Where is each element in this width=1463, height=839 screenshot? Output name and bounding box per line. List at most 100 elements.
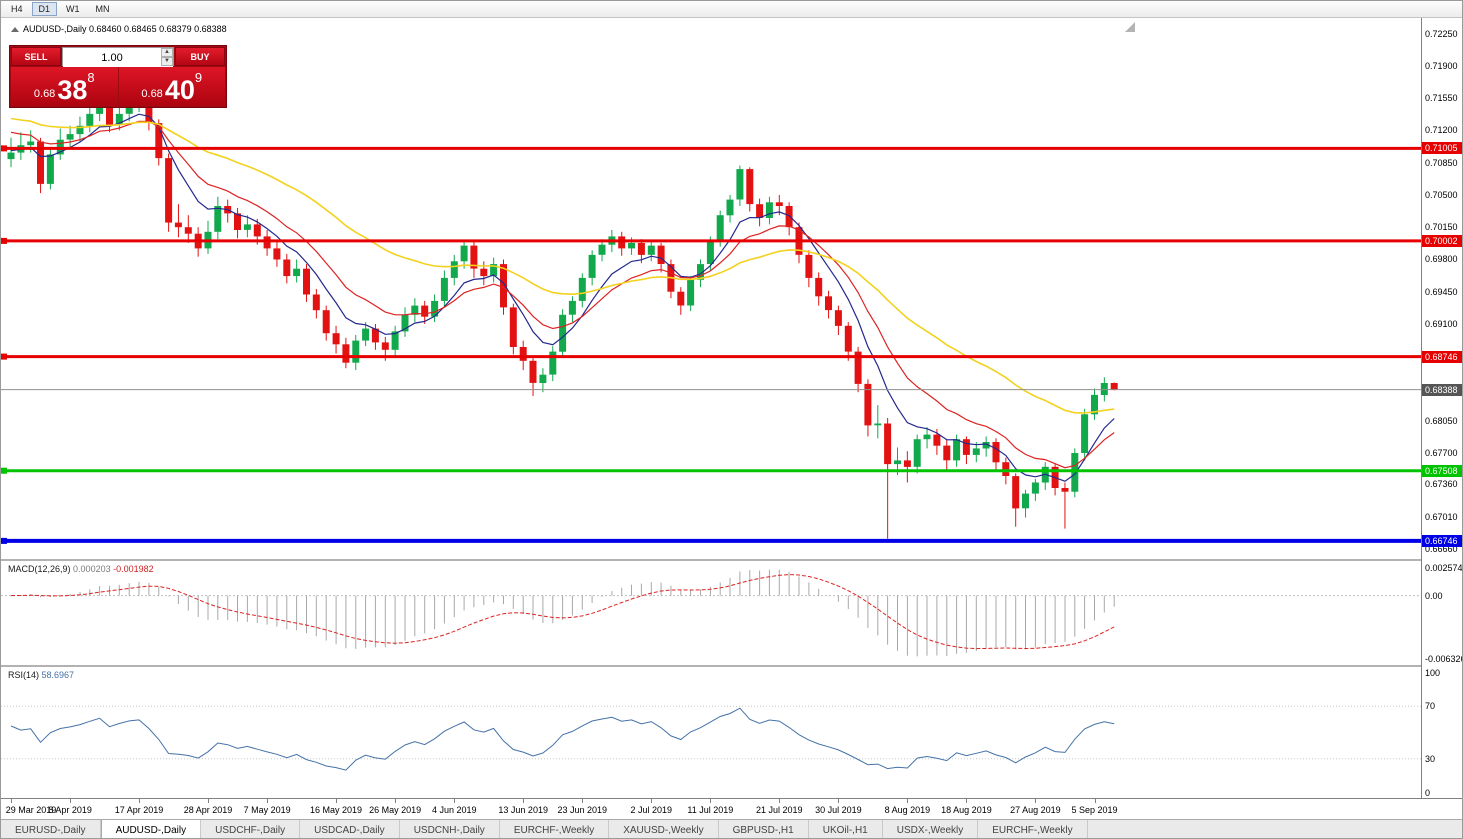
sell-price-display[interactable]: 0.68 38 8 — [11, 67, 118, 106]
volume-decrease-icon[interactable]: ▼ — [161, 57, 173, 66]
main-chart-plot[interactable] — [1, 18, 1421, 559]
candle-body — [844, 325, 852, 352]
level-price-tag: 0.71005 — [1422, 142, 1462, 155]
chart-tab-2[interactable]: USDCHF-,Daily — [201, 820, 301, 838]
candle-body — [115, 113, 123, 125]
timeframe-button-h4[interactable]: H4 — [4, 2, 30, 16]
level-line-handle[interactable] — [1, 237, 7, 244]
chart-tab-1[interactable]: AUDUSD-,Daily — [100, 820, 202, 838]
candle-body — [1031, 482, 1039, 494]
candle-body — [756, 204, 764, 218]
candle-body — [1012, 476, 1020, 509]
chart-tab-9[interactable]: USDX-,Weekly — [883, 820, 979, 838]
date-label: 26 May 2019 — [369, 805, 422, 815]
buy-price-main: 40 — [164, 75, 195, 105]
chart-tab-7[interactable]: GBPUSD-,H1 — [719, 820, 809, 838]
chart-tab-10[interactable]: EURCHF-,Weekly — [978, 820, 1088, 838]
rsi-panel-plot[interactable] — [1, 667, 1421, 798]
ma-mid-red — [10, 120, 1115, 469]
candle-body — [706, 241, 714, 264]
candle-body — [362, 328, 370, 341]
candle-body — [352, 340, 360, 363]
panel-separator[interactable] — [1, 559, 1462, 561]
volume-spinner: ▲ ▼ — [161, 48, 173, 66]
candle-body — [578, 277, 586, 301]
volume-increase-icon[interactable]: ▲ — [161, 48, 173, 57]
level-line-handle[interactable] — [1, 467, 7, 474]
candle-body — [27, 141, 35, 146]
candle-body — [1022, 493, 1029, 509]
level-line-handle[interactable] — [1, 145, 7, 152]
buy-price-pip: 9 — [194, 70, 203, 85]
candle-body — [864, 383, 872, 426]
macd-indicator-label: MACD(12,26,9) 0.000203 -0.001982 — [8, 564, 154, 574]
macd-panel-plot[interactable] — [1, 561, 1421, 665]
date-axis[interactable]: 29 Mar 2019 8 Apr 2019 17 Apr 2019 28 Apr 2… — [1, 798, 1462, 819]
candle-body — [46, 154, 54, 184]
scroll-to-end-marker-icon[interactable] — [1125, 22, 1135, 32]
date-label: 27 Aug 2019 — [1010, 805, 1061, 815]
price-axis[interactable]: 0.72250 0.71900 0.71550 0.71200 0.70850 0.705… — [1421, 18, 1463, 819]
level-price-tag: 0.66746 — [1422, 534, 1462, 547]
panel-separator[interactable] — [1, 665, 1462, 667]
timeframe-button-mn[interactable]: MN — [89, 2, 117, 16]
candle-body — [440, 277, 448, 301]
candle-body — [992, 442, 1000, 463]
candle-body — [1091, 394, 1098, 415]
candle-body — [588, 254, 596, 278]
price-axis-label: 0.70850 — [1425, 157, 1458, 168]
candle-body — [913, 439, 921, 467]
chart-tab-4[interactable]: USDCNH-,Daily — [400, 820, 500, 838]
candle-body — [539, 374, 547, 383]
date-label: 29 Mar 2019 — [5, 805, 57, 815]
timeframe-button-d1[interactable]: D1 — [31, 2, 58, 16]
level-line-handle[interactable] — [1, 537, 7, 544]
sell-button[interactable]: SELL — [11, 47, 61, 66]
candle-body — [322, 310, 330, 334]
candle-body — [736, 169, 744, 200]
candle-body — [165, 158, 173, 223]
chart-tab-0[interactable]: EURUSD-,Daily — [1, 820, 101, 838]
price-axis-label: 0.71900 — [1425, 60, 1458, 71]
date-label: 28 Apr 2019 — [183, 805, 233, 815]
date-label: 30 Jul 2019 — [815, 805, 862, 815]
volume-control: ▲ ▼ — [62, 47, 174, 67]
date-label: 5 Sep 2019 — [1071, 805, 1118, 815]
candle-body — [86, 113, 94, 126]
chart-tab-3[interactable]: USDCAD-,Daily — [300, 820, 400, 838]
candle-body — [234, 213, 241, 230]
chart-tab-5[interactable]: EURCHF-,Weekly — [500, 820, 610, 838]
buy-button[interactable]: BUY — [175, 47, 225, 66]
candle-body — [303, 268, 310, 295]
candle-body — [972, 448, 980, 455]
date-tick — [966, 799, 968, 803]
ma-slow-yellow — [10, 117, 1115, 414]
buy-price-display[interactable]: 0.68 40 9 — [118, 67, 225, 106]
candle-body — [815, 277, 823, 297]
candle-body — [519, 347, 527, 361]
candle-body — [854, 351, 862, 384]
rsi-axis-label: 100 — [1425, 668, 1441, 678]
one-click-toggle-icon[interactable] — [11, 26, 19, 32]
date-tick — [11, 799, 12, 803]
candle-body — [391, 331, 399, 350]
date-label: 2 Jul 2019 — [630, 805, 673, 815]
one-click-trading-panel: SELL ▲ ▼ BUY 0.68 38 8 0.68 40 9 — [9, 45, 227, 108]
candle-body — [953, 439, 961, 461]
candle-body — [765, 202, 773, 218]
rsi-title-text: RSI(14) — [8, 670, 40, 680]
chart-tab-8[interactable]: UKOil-,H1 — [809, 820, 883, 838]
rsi-axis-label: 30 — [1425, 753, 1436, 764]
timeframe-button-w1[interactable]: W1 — [59, 2, 87, 16]
volume-input[interactable] — [63, 49, 173, 67]
candle-body — [184, 227, 192, 234]
candle-body — [1100, 383, 1108, 395]
candle-body — [253, 224, 261, 237]
one-click-top-row: SELL ▲ ▼ BUY — [11, 47, 225, 67]
macd-axis-label: 0.002574 — [1425, 563, 1463, 573]
candle-body — [411, 305, 419, 315]
level-line-handle[interactable] — [1, 353, 7, 360]
candle-body — [874, 423, 882, 426]
chart-tab-6[interactable]: XAUUSD-,Weekly — [609, 820, 719, 838]
date-tick — [1035, 799, 1037, 803]
